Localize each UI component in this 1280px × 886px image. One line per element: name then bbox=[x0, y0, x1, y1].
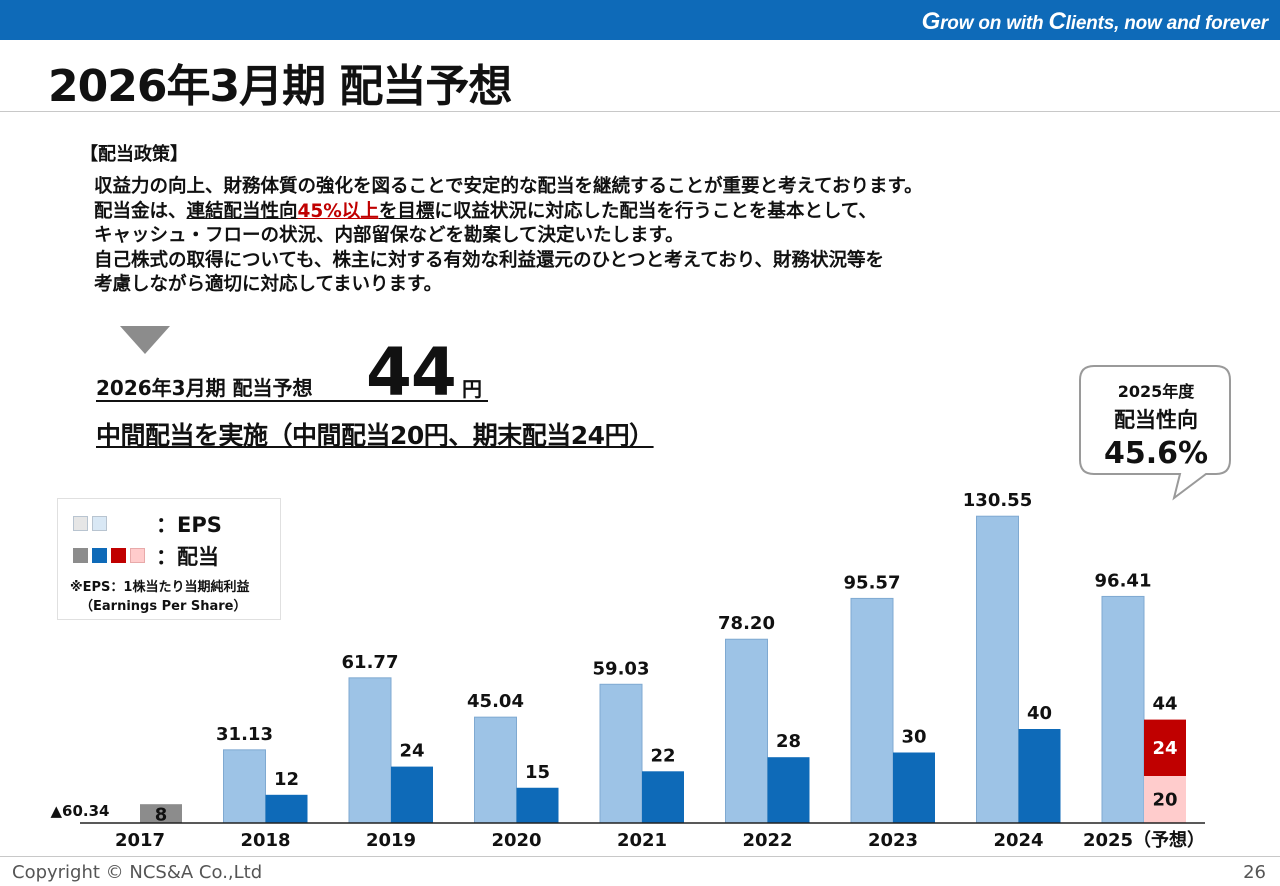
dividend-label-2017: 8 bbox=[155, 805, 168, 826]
eps-bar-2022 bbox=[725, 638, 768, 824]
x-tick-2021: 2021 bbox=[617, 830, 667, 851]
dividend-label-2021: 22 bbox=[650, 745, 675, 766]
eps-bar-2025（予想） bbox=[1101, 595, 1145, 824]
dividend-label-2023: 30 bbox=[901, 727, 926, 748]
payout-value: 45.6% bbox=[1103, 436, 1209, 471]
eps-label-2025（予想）: 96.41 bbox=[1095, 570, 1152, 591]
title-divider bbox=[0, 111, 1280, 112]
legend-swatch-eps-grey bbox=[73, 516, 88, 531]
x-tick-2023: 2023 bbox=[868, 830, 918, 851]
policy-line-5: 考慮しながら適切に対応してまいります。 bbox=[94, 274, 443, 295]
dividend-label-2019: 24 bbox=[399, 741, 424, 762]
dividend-interim-bar bbox=[1144, 776, 1186, 823]
eps-bar-2018 bbox=[223, 749, 266, 824]
x-tick-2025（予想）: 2025（予想） bbox=[1083, 829, 1205, 851]
dividend-year-end-label: 24 bbox=[1152, 738, 1177, 759]
chart-legend: ：EPS ：配当 ※EPS：1株当たり当期純利益 （Earnings Per S… bbox=[57, 498, 281, 620]
x-tick-2020: 2020 bbox=[491, 830, 541, 851]
eps-bar-2019 bbox=[348, 677, 392, 824]
x-tick-2019: 2019 bbox=[366, 830, 416, 851]
legend-dividend-label: ：配当 bbox=[156, 545, 219, 569]
copyright: Copyright © NCS&A Co.,Ltd bbox=[12, 862, 263, 883]
legend-note-eps: ※EPS：1株当たり当期純利益 bbox=[70, 580, 250, 595]
x-tick-2017: 2017 bbox=[115, 830, 165, 851]
dividend-label-2020: 15 bbox=[525, 762, 550, 783]
forecast-underline bbox=[96, 400, 488, 402]
dividend-bar-2023 bbox=[893, 752, 935, 823]
policy-line-1: 収益力の向上、財務体質の強化を図ることで安定的な配当を継続することが重要と考えて… bbox=[94, 176, 923, 197]
dividend-eps-chart: ▲60.34 8 2017 31.13 12 2018 61.77 24 2019 45.04 15… bbox=[51, 490, 1206, 851]
payout-label: 配当性向 bbox=[1114, 408, 1198, 432]
policy-line-4: 自己株式の取得についても、株主に対する有効な利益還元のひとつと考えており、財務状… bbox=[94, 249, 884, 271]
legend-eps-label: ：EPS bbox=[156, 513, 222, 537]
policy-line-2: 配当金は、連結配当性向45%以上を目標に収益状況に対応した配当を行うことを基本と… bbox=[94, 200, 877, 222]
eps-label-2019: 61.77 bbox=[342, 652, 399, 673]
legend-note-eps-en: （Earnings Per Share） bbox=[80, 599, 247, 614]
page-number: 26 bbox=[1243, 862, 1266, 883]
dividend-bar-2021 bbox=[642, 771, 684, 823]
payout-ratio-text: 2025年度 配当性向 45.6% bbox=[1084, 378, 1228, 471]
eps-bar-2021 bbox=[599, 683, 643, 824]
forecast-value: 44 bbox=[366, 334, 457, 411]
forecast-summary: 2026年3月期 配当予想 44 円 bbox=[96, 334, 496, 411]
legend-swatch-div-red bbox=[111, 548, 126, 563]
page-title: 2026年3月期 配当予想 bbox=[48, 61, 512, 112]
dividend-label-2024: 40 bbox=[1027, 703, 1052, 724]
top-banner: Grow on with Clients, now and forever bbox=[0, 0, 1280, 40]
dividend-bar-2019 bbox=[391, 766, 433, 823]
policy-body: 収益力の向上、財務体質の強化を図ることで安定的な配当を継続することが重要と考えて… bbox=[94, 175, 923, 298]
eps-label-2020: 45.04 bbox=[467, 691, 524, 712]
down-arrow-icon bbox=[120, 326, 170, 354]
eps-bar-2024 bbox=[976, 515, 1019, 824]
eps-label-2024: 130.55 bbox=[963, 490, 1032, 511]
legend-swatch-eps-blue bbox=[92, 516, 107, 531]
policy-line-3: キャッシュ・フローの状況、内部留保などを勘案して決定いたします。 bbox=[94, 225, 684, 246]
eps-bar-2020 bbox=[474, 716, 517, 824]
payout-year: 2025年度 bbox=[1117, 382, 1195, 401]
legend-swatch-div-blue bbox=[92, 548, 107, 563]
policy-heading: 【配当政策】 bbox=[80, 144, 188, 165]
eps-label-2017: ▲60.34 bbox=[51, 802, 110, 820]
eps-label-2022: 78.20 bbox=[718, 613, 775, 634]
dividend-bar-2024 bbox=[1018, 729, 1061, 823]
dividend-bar-2020 bbox=[516, 787, 559, 823]
legend-swatch-div-pink bbox=[130, 548, 145, 563]
footer-divider bbox=[0, 856, 1280, 857]
dividend-bar-2017 bbox=[140, 804, 182, 823]
payout-ratio-callout bbox=[1079, 365, 1231, 501]
forecast-label: 2026年3月期 配当予想 bbox=[96, 376, 313, 400]
dividend-label-2025（予想）: 44 bbox=[1152, 694, 1177, 715]
dividend-label-2018: 12 bbox=[274, 769, 299, 790]
x-tick-2022: 2022 bbox=[742, 830, 792, 851]
legend-swatch-div-grey bbox=[73, 548, 88, 563]
dividend-bar-2022 bbox=[767, 757, 810, 823]
eps-bar-2023 bbox=[850, 597, 894, 824]
tagline: Grow on with Clients, now and forever bbox=[921, 8, 1269, 35]
eps-label-2018: 31.13 bbox=[216, 724, 273, 745]
forecast-unit: 円 bbox=[462, 377, 482, 401]
x-tick-2024: 2024 bbox=[993, 830, 1043, 851]
dividend-interim-label: 20 bbox=[1152, 790, 1177, 811]
dividend-year-end-bar bbox=[1144, 719, 1186, 776]
interim-dividend-note: 中間配当を実施（中間配当20円、期末配当24円） bbox=[96, 421, 654, 450]
eps-label-2021: 59.03 bbox=[593, 658, 650, 679]
eps-label-2023: 95.57 bbox=[844, 572, 901, 593]
x-tick-2018: 2018 bbox=[240, 830, 290, 851]
dividend-label-2022: 28 bbox=[776, 731, 801, 752]
dividend-bar-2018 bbox=[265, 794, 308, 823]
